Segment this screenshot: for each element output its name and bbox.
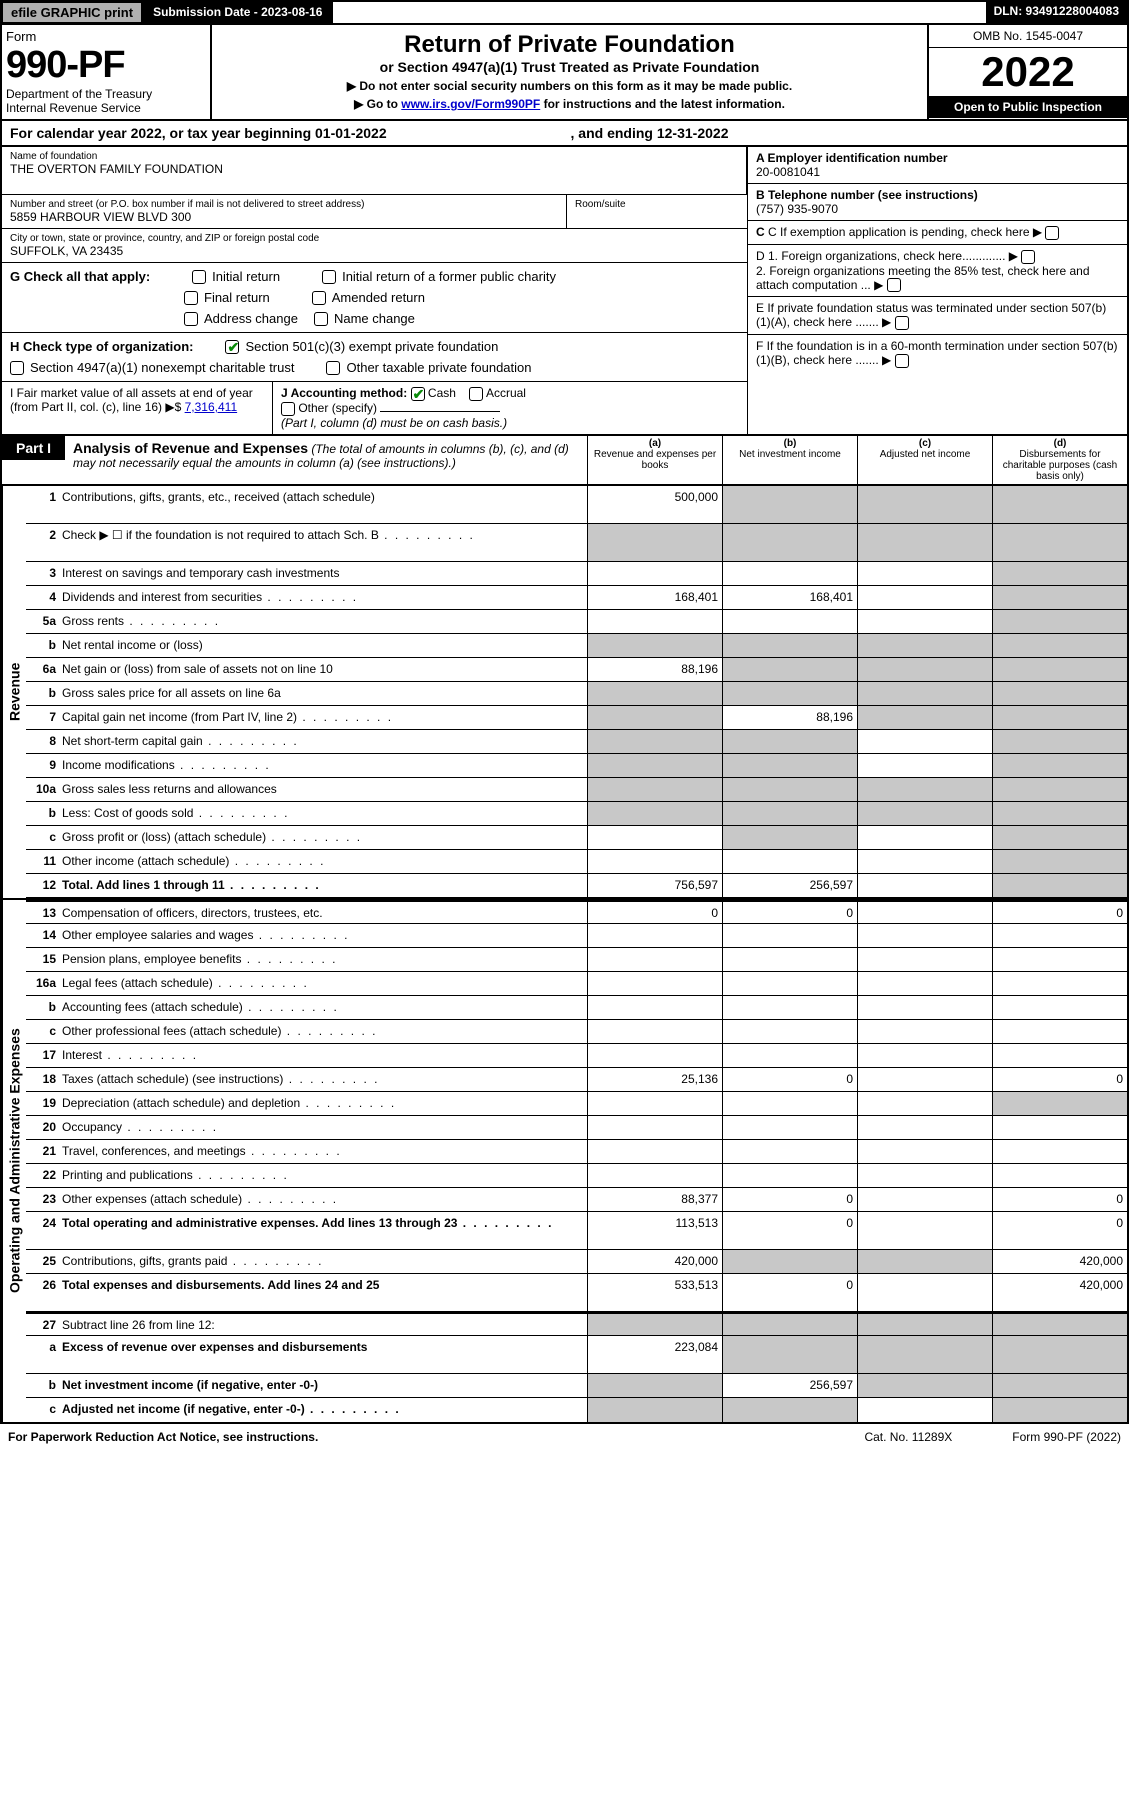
chk-other-taxable[interactable] (326, 361, 340, 375)
ein-value: 20-0081041 (756, 165, 820, 179)
chk-initial-return[interactable] (192, 270, 206, 284)
top-bar: efile GRAPHIC print Submission Date - 20… (0, 0, 1129, 25)
irs-link[interactable]: www.irs.gov/Form990PF (401, 97, 540, 111)
f-label: F If the foundation is in a 60-month ter… (756, 339, 1118, 367)
dept-treasury: Department of the Treasury (6, 87, 206, 101)
chk-4947[interactable] (10, 361, 24, 375)
e-label: E If private foundation status was termi… (756, 301, 1106, 329)
chk-d2[interactable] (887, 278, 901, 292)
form-word: Form (6, 29, 206, 44)
efile-print-button[interactable]: efile GRAPHIC print (2, 2, 142, 23)
expenses-table: Operating and Administrative Expenses 13… (0, 900, 1129, 1424)
d2-label: 2. Foreign organizations meeting the 85%… (756, 264, 1090, 292)
chk-name-change[interactable] (314, 312, 328, 326)
j-note: (Part I, column (d) must be on cash basi… (281, 416, 507, 430)
ein-label: A Employer identification number (756, 151, 948, 165)
footer-form: Form 990-PF (2022) (1012, 1430, 1121, 1444)
city-state-zip: SUFFOLK, VA 23435 (10, 244, 739, 258)
omb-number: OMB No. 1545-0047 (929, 25, 1127, 48)
info-section: Name of foundation THE OVERTON FAMILY FO… (0, 147, 1129, 436)
expenses-side-label: Operating and Administrative Expenses (2, 900, 26, 1422)
chk-amended-return[interactable] (312, 291, 326, 305)
c-label: C If exemption application is pending, c… (768, 225, 1030, 239)
irs-label: Internal Revenue Service (6, 101, 206, 115)
room-label: Room/suite (575, 199, 739, 210)
name-label: Name of foundation (10, 151, 738, 162)
d1-label: D 1. Foreign organizations, check here..… (756, 249, 1005, 263)
foundation-name: THE OVERTON FAMILY FOUNDATION (10, 162, 738, 176)
form-subtitle: or Section 4947(a)(1) Trust Treated as P… (222, 59, 917, 75)
tel-value: (757) 935-9070 (756, 202, 838, 216)
chk-final-return[interactable] (184, 291, 198, 305)
city-label: City or town, state or province, country… (10, 233, 739, 244)
footer-cat: Cat. No. 11289X (864, 1430, 952, 1444)
footer-left: For Paperwork Reduction Act Notice, see … (8, 1430, 318, 1444)
chk-initial-former[interactable] (322, 270, 336, 284)
chk-other-method[interactable] (281, 402, 295, 416)
form-note-2: ▶ Go to www.irs.gov/Form990PF for instru… (222, 97, 917, 111)
address: 5859 HARBOUR VIEW BLVD 300 (10, 210, 558, 224)
part1-label: Part I (2, 436, 65, 460)
form-note-1: ▶ Do not enter social security numbers o… (222, 79, 917, 93)
chk-c[interactable] (1045, 226, 1059, 240)
chk-f[interactable] (895, 354, 909, 368)
h-label: H Check type of organization: (10, 339, 193, 354)
tax-year: 2022 (929, 48, 1127, 96)
open-inspection: Open to Public Inspection (929, 96, 1127, 118)
page-footer: For Paperwork Reduction Act Notice, see … (0, 1424, 1129, 1450)
g-label: G Check all that apply: (10, 269, 150, 284)
j-label: J Accounting method: (281, 386, 407, 400)
chk-501c3[interactable] (225, 340, 239, 354)
part1-header: Part I Analysis of Revenue and Expenses … (0, 436, 1129, 486)
chk-accrual[interactable] (469, 387, 483, 401)
chk-address-change[interactable] (184, 312, 198, 326)
revenue-table: Revenue 1Contributions, gifts, grants, e… (0, 486, 1129, 900)
form-title: Return of Private Foundation (222, 31, 917, 59)
submission-date: Submission Date - 2023-08-16 (142, 2, 333, 23)
chk-d1[interactable] (1021, 250, 1035, 264)
form-number: 990-PF (6, 44, 206, 87)
calendar-year-row: For calendar year 2022, or tax year begi… (0, 121, 1129, 147)
address-label: Number and street (or P.O. box number if… (10, 199, 558, 210)
form-header: Form 990-PF Department of the Treasury I… (0, 25, 1129, 121)
tel-label: B Telephone number (see instructions) (756, 188, 978, 202)
chk-cash[interactable] (411, 387, 425, 401)
chk-e[interactable] (895, 316, 909, 330)
fmv-link[interactable]: 7,316,411 (185, 400, 238, 414)
revenue-side-label: Revenue (2, 486, 26, 898)
dln-label: DLN: 93491228004083 (986, 2, 1127, 23)
